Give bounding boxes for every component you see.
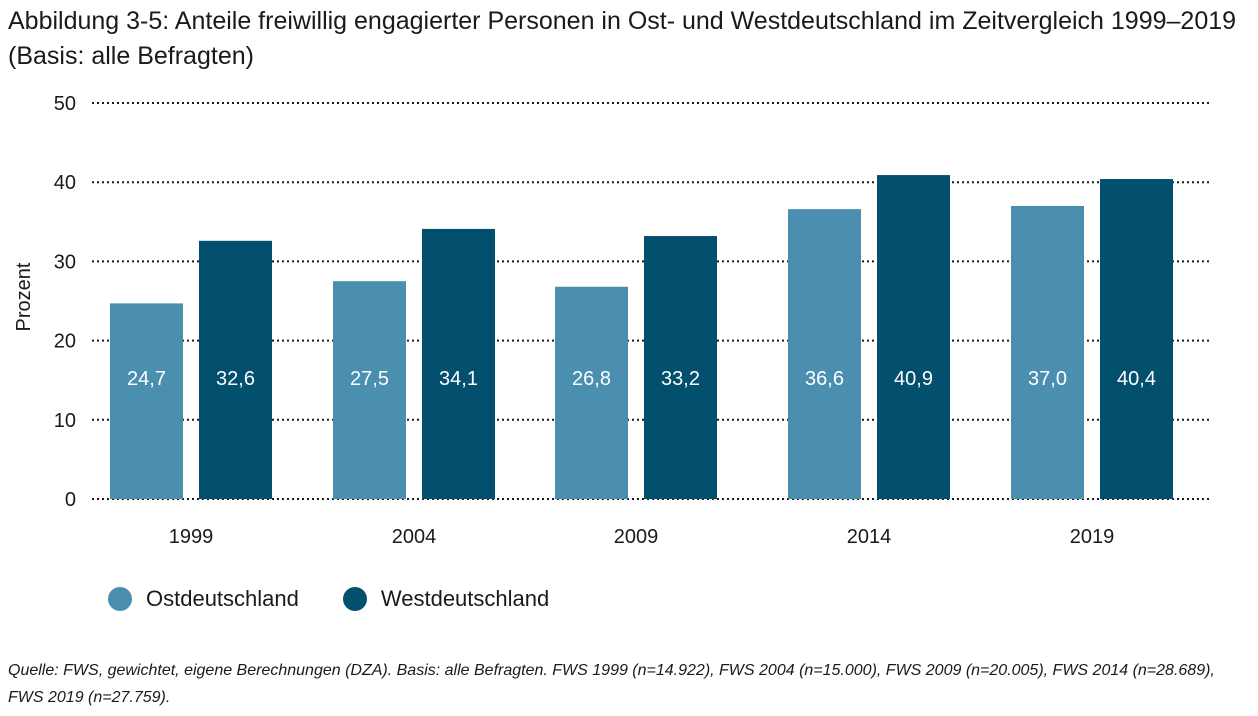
bar-ost-1999: [110, 303, 183, 499]
source-note: Quelle: FWS, gewichtet, eigene Berechnun…: [8, 662, 1215, 706]
y-tick-label: 40: [54, 172, 76, 194]
y-tick-label: 30: [54, 251, 76, 273]
x-tick-label: 2004: [392, 526, 437, 548]
bar-value-label: 37,0: [1028, 368, 1067, 390]
chart-title: Abbildung 3-5: Anteile freiwillig engagi…: [8, 7, 1237, 70]
bar-west-2004: [422, 228, 495, 500]
bar-ost-2014: [788, 209, 861, 500]
bar-value-label: 26,8: [572, 368, 611, 390]
bar-west-1999: [199, 240, 272, 500]
x-tick-label: 2014: [847, 526, 892, 548]
bar-ost-2009: [555, 286, 628, 499]
y-tick-label: 0: [65, 489, 76, 511]
bar-value-label: 33,2: [661, 368, 700, 390]
legend-label-west: Westdeutschland: [380, 586, 550, 611]
bar-ost-2019: [1011, 205, 1084, 499]
bar-chart: 0 10 20 30 40 50 24,7 32,6 27,5 34,1 26,8 33,2 36,6…: [13, 93, 1210, 548]
x-tick-label: 2009: [614, 526, 659, 548]
legend-swatch-ost: [108, 587, 132, 611]
y-tick-label: 10: [54, 410, 76, 432]
bar-west-2014: [877, 175, 950, 499]
x-tick-label: 2019: [1070, 526, 1115, 548]
y-tick-labels: 0 10 20 30 40 50: [54, 93, 76, 511]
y-tick-label: 20: [54, 331, 76, 353]
y-axis-label: Prozent: [13, 262, 35, 331]
legend-label-ost: Ostdeutschland: [146, 586, 299, 611]
bar-value-label: 40,9: [894, 368, 933, 390]
x-tick-label: 1999: [169, 526, 214, 548]
legend: Ostdeutschland Westdeutschland: [108, 586, 593, 612]
bar-ost-2004: [333, 281, 406, 499]
bar-value-label: 40,4: [1117, 368, 1156, 390]
bar-value-label: 24,7: [127, 368, 166, 390]
bar-value-label: 27,5: [350, 368, 389, 390]
bar-value-label: 36,6: [805, 368, 844, 390]
y-tick-label: 50: [54, 93, 76, 115]
legend-item-ost: Ostdeutschland: [108, 586, 299, 612]
bar-west-2009: [644, 236, 717, 499]
bar-value-label: 32,6: [216, 368, 255, 390]
legend-swatch-west: [342, 587, 367, 611]
bars: 24,7 32,6 27,5 34,1 26,8 33,2 36,6 40,9 37,0 40,4: [110, 175, 1173, 500]
x-tick-labels: 1999 2004 2009 2014 2019: [169, 526, 1115, 548]
bar-west-2019: [1100, 179, 1173, 500]
bar-value-label: 34,1: [439, 368, 478, 390]
legend-item-west: Westdeutschland: [342, 586, 550, 612]
